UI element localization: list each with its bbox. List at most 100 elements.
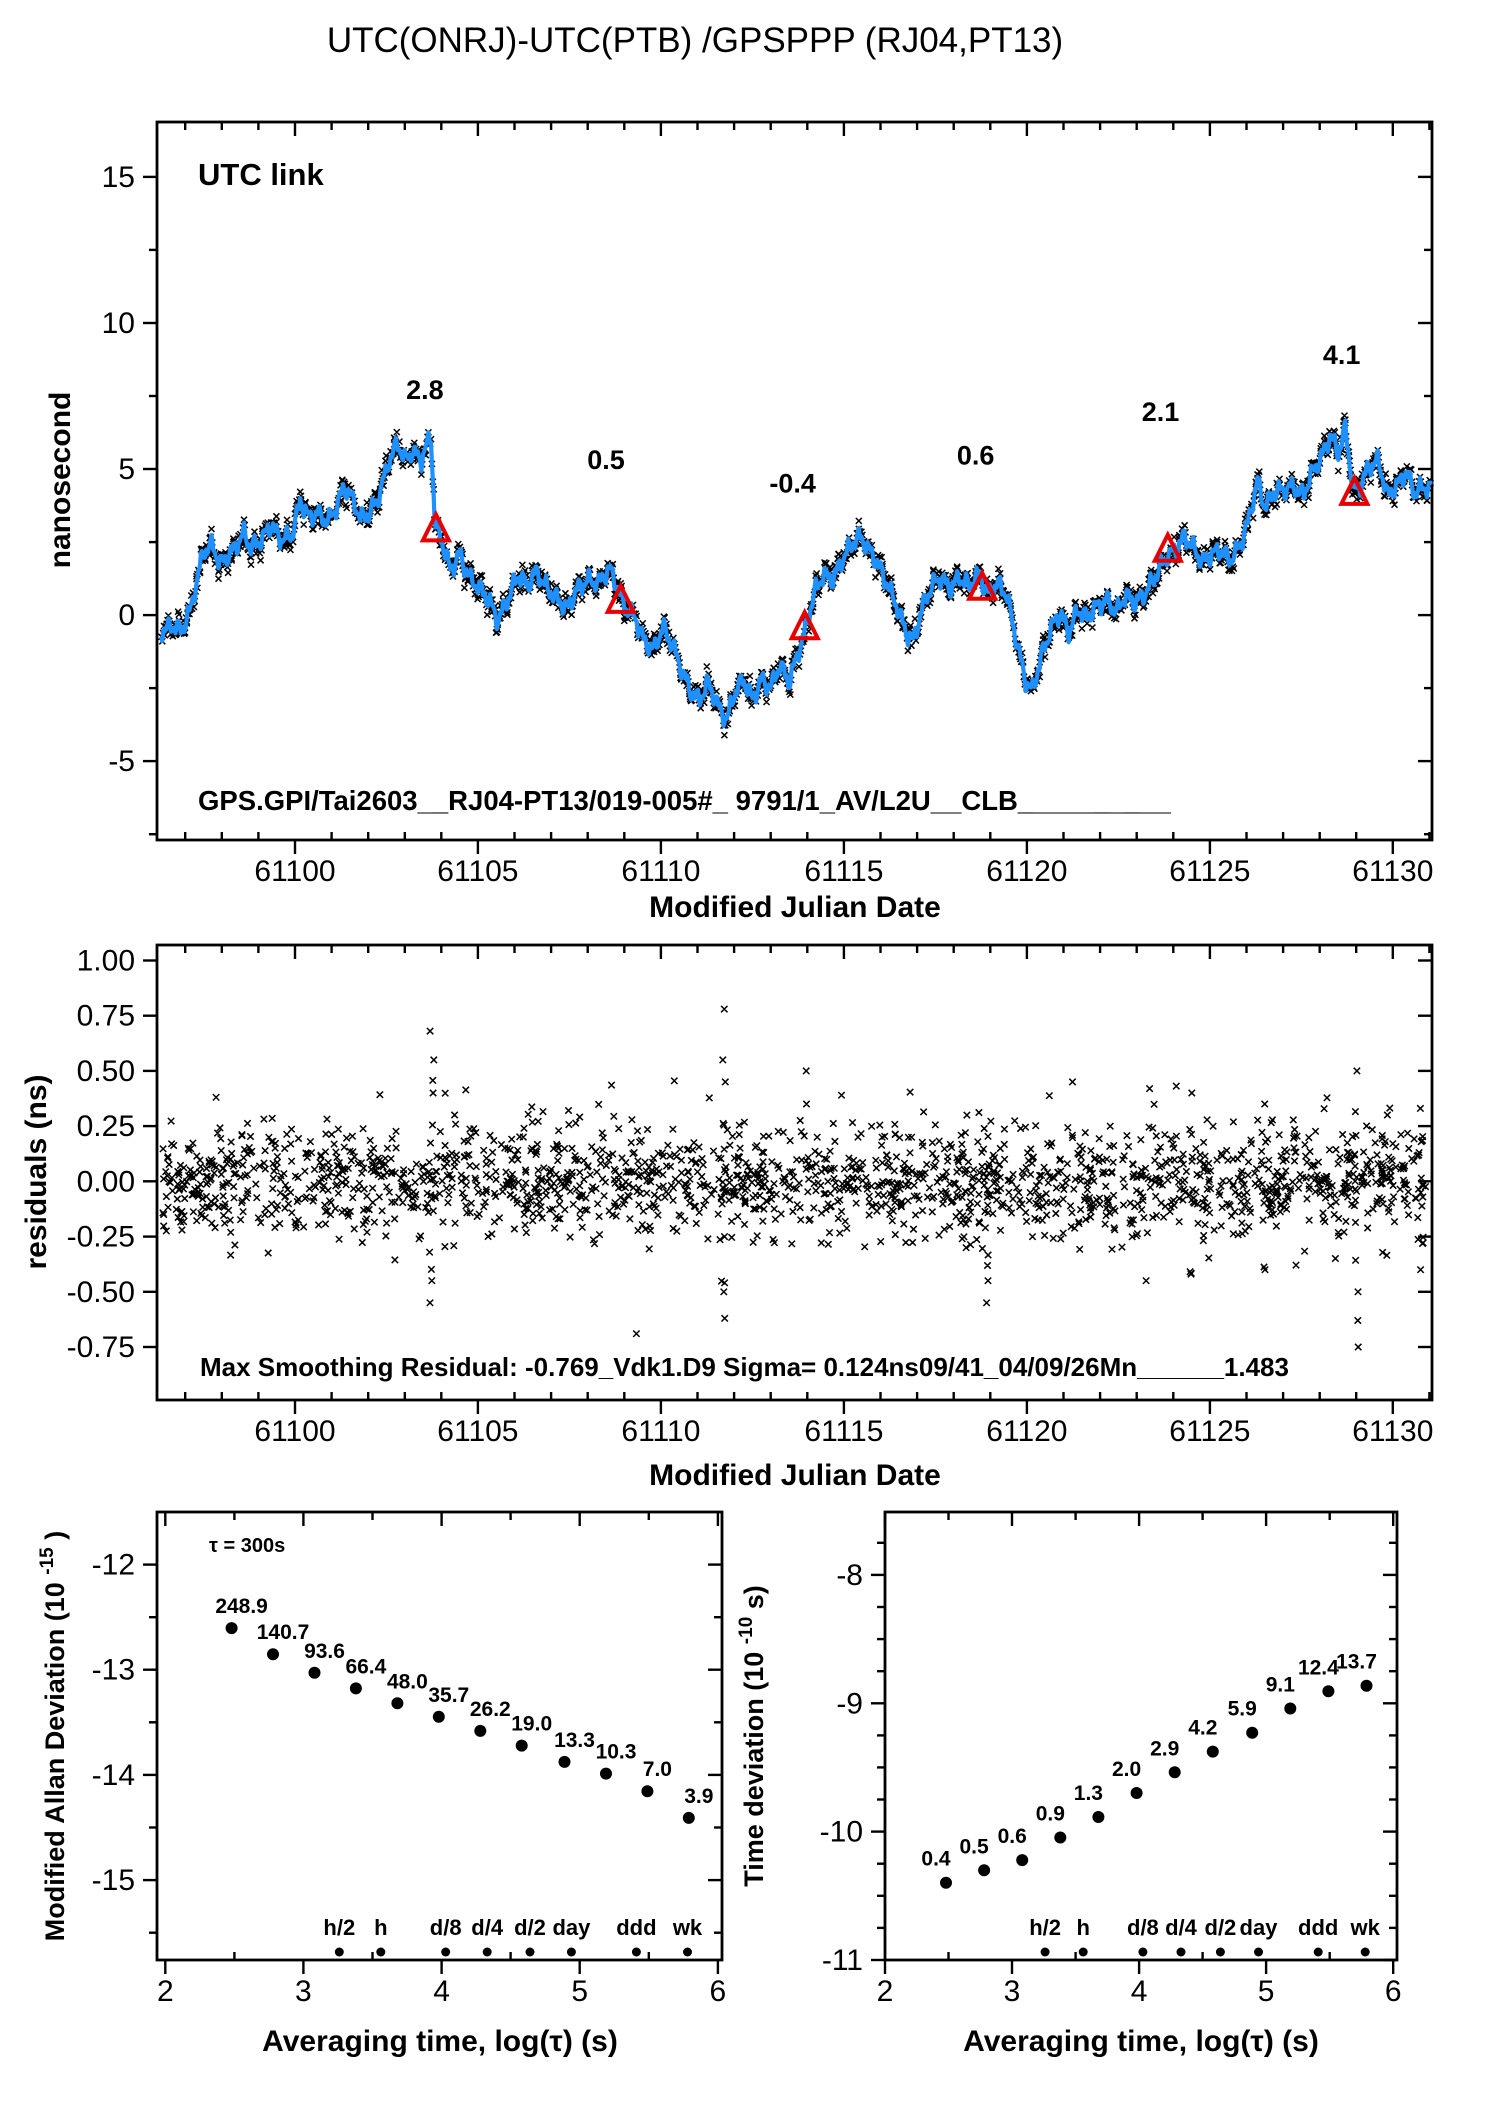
- stability-value-label: 5.9: [1228, 1698, 1257, 1721]
- x-tick-label: 4: [433, 1975, 450, 2008]
- y-tick-label: -10: [820, 1816, 863, 1849]
- calibration-value-label: 2.1: [1142, 397, 1180, 427]
- stability-value-label: 13.7: [1336, 1651, 1377, 1674]
- y-tick-label: 5: [118, 453, 135, 486]
- time-mark-dot: [1254, 1947, 1263, 1957]
- stability-value-label: 12.4: [1298, 1656, 1339, 1679]
- stability-value-label: 66.4: [345, 1655, 386, 1678]
- stability-value-label: 48.0: [387, 1670, 428, 1693]
- mdev-ylabel-main: Modified Allan Deviation (10: [40, 1582, 70, 1941]
- x-tick-label: 5: [571, 1975, 588, 2008]
- stability-value-label: 3.9: [684, 1785, 713, 1808]
- x-tick-label: 5: [1258, 1975, 1275, 2008]
- x-tick-label: 61120: [986, 855, 1067, 888]
- x-tick-label: 61115: [804, 1415, 883, 1448]
- time-mark-dot: [1040, 1947, 1050, 1957]
- utc-link-series: 2.8 0.5 -0.4 0.6 2.1 4.1: [157, 340, 1435, 739]
- x-tick-label: 61110: [621, 1415, 700, 1448]
- mdev-xlabel: Averaging time, log(τ) (s): [262, 2025, 618, 2058]
- stability-value-label: 10.3: [596, 1741, 637, 1764]
- calibration-value-label: 0.5: [587, 445, 625, 475]
- time-mark-dot: [525, 1947, 535, 1957]
- y-tick-label: 0: [118, 599, 135, 632]
- plot-border: [883, 1510, 1399, 1962]
- time-mark-dot: [1215, 1947, 1225, 1957]
- x-tick-label: 61125: [1169, 1415, 1250, 1448]
- plot-border: [155, 1510, 724, 1962]
- time-mark-dot: [1176, 1947, 1186, 1957]
- time-mark-label: day: [552, 1915, 591, 1940]
- stability-data-point: [391, 1697, 404, 1710]
- tdev-points: 0.4 0.5 0.6 0.9 1.3 2.0 2.9 4.2 5.9 9.112.413.7 h/…: [921, 1651, 1381, 1957]
- time-mark-label: h: [374, 1915, 387, 1940]
- stability-value-label: 4.2: [1188, 1717, 1217, 1740]
- x-tick-label: 61110: [621, 855, 700, 888]
- time-mark-dot: [441, 1947, 451, 1957]
- y-tick-label: -9: [836, 1687, 863, 1720]
- x-tick-label: 61115: [804, 855, 883, 888]
- stability-data-point: [474, 1724, 487, 1737]
- y-tick-label: 0.75: [77, 1000, 135, 1033]
- stability-data-point: [558, 1755, 571, 1768]
- x-tick-label: 61130: [1352, 855, 1433, 888]
- tdev-ylabel-main: Time deviation (10: [739, 1652, 769, 1887]
- stability-value-label: 0.5: [959, 1835, 989, 1858]
- y-tick-label: 0.25: [77, 1110, 135, 1143]
- time-mark-dot: [1138, 1947, 1148, 1957]
- top-xlabel: Modified Julian Date: [649, 891, 941, 924]
- calibration-triangle-marker: [1338, 473, 1371, 506]
- x-tick-label: 61120: [986, 1415, 1067, 1448]
- stability-data-point: [225, 1622, 238, 1635]
- time-mark-dot: [631, 1947, 641, 1957]
- time-mark-dot: [1078, 1947, 1088, 1957]
- time-mark-label: ddd: [616, 1915, 656, 1940]
- calibration-triangle-marker: [604, 581, 637, 614]
- x-tick-label: 6: [710, 1975, 727, 2008]
- calibration-triangle-marker: [1151, 530, 1185, 563]
- stability-data-point: [600, 1767, 612, 1780]
- mdev-panel-axes: 2 3 4 5 6 -12 -13 -14 -15: [92, 1510, 727, 2008]
- calibration-triangle-marker: [419, 509, 453, 543]
- stability-value-label: 1.3: [1074, 1782, 1103, 1805]
- time-mark-dot: [482, 1947, 492, 1957]
- stability-data-point: [1246, 1726, 1259, 1739]
- y-tick-label: -0.50: [67, 1276, 135, 1309]
- y-tick-label: 1.00: [77, 945, 135, 978]
- tdev-xlabel: Averaging time, log(τ) (s): [963, 2025, 1319, 2058]
- calibration-value-label: 4.1: [1323, 340, 1361, 370]
- x-tick-label: 4: [1131, 1975, 1148, 2008]
- time-mark-label: day: [1240, 1915, 1279, 1940]
- y-tick-label: -8: [836, 1559, 863, 1592]
- mdev-panel: 2 3 4 5 6 -12 -13 -14 -15 248.9 140.793.666.448.0…: [37, 1510, 727, 2058]
- stability-data-point: [682, 1811, 695, 1824]
- residuals-panel-axes: 61100 61105 61110 61115 61120 61125 61130 1.00 0…: [67, 943, 1433, 1448]
- x-tick-label: 61130: [1352, 1415, 1433, 1448]
- stability-value-label: 35.7: [428, 1684, 469, 1707]
- residuals-annotation: Max Smoothing Residual: -0.769_Vdk1.D9 S…: [200, 1352, 1289, 1382]
- residuals-scatter: [159, 1005, 1430, 1351]
- stability-value-label: 19.0: [511, 1713, 552, 1736]
- x-tick-label: 61105: [437, 1415, 518, 1448]
- tdev-ylabel-sup: -10: [736, 1617, 757, 1644]
- stability-data-point: [432, 1710, 445, 1723]
- time-mark-dot: [376, 1947, 386, 1957]
- stability-data-point: [1092, 1811, 1105, 1823]
- time-mark-label: wk: [1350, 1915, 1381, 1940]
- stability-data-point: [308, 1666, 321, 1679]
- mdev-ylabel-end: ): [40, 1531, 70, 1540]
- y-tick-label: -0.75: [67, 1331, 135, 1364]
- stability-value-label: 7.0: [643, 1758, 672, 1781]
- mdev-points: 248.9 140.793.666.448.035.726.219.013.310…: [215, 1595, 713, 1957]
- x-tick-label: 2: [877, 1975, 894, 2008]
- stability-data-point: [641, 1785, 654, 1798]
- mdev-ylabel-sup: -15: [37, 1547, 58, 1575]
- utc-link-label: UTC link: [198, 157, 324, 192]
- y-tick-label: -13: [92, 1654, 135, 1687]
- y-tick-label: 0.50: [77, 1055, 135, 1088]
- y-tick-label: -11: [822, 1944, 863, 1977]
- stability-value-label: 140.7: [257, 1621, 310, 1644]
- stability-value-label: 26.2: [470, 1698, 511, 1721]
- x-tick-label: 61125: [1169, 855, 1250, 888]
- time-mark-dot: [1313, 1947, 1323, 1957]
